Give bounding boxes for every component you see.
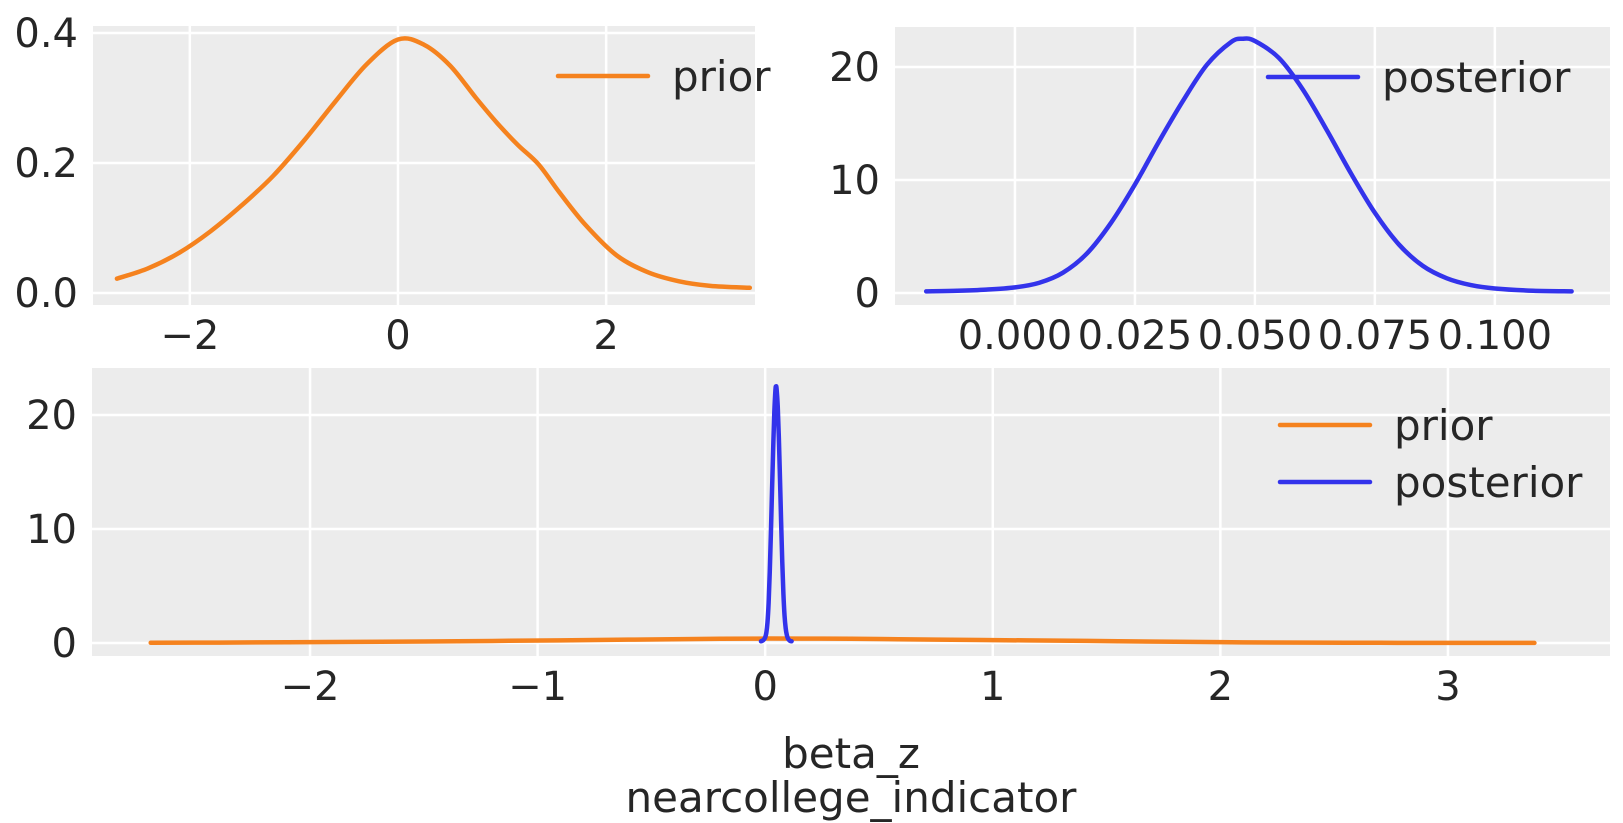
x-tick-label: 2 (1208, 664, 1233, 710)
x-tick-label: 0.075 (1318, 313, 1433, 359)
x-axis-label-line: nearcollege_indicator (626, 773, 1078, 822)
y-tick-label: 0 (855, 271, 880, 317)
x-tick-label: 0.000 (958, 313, 1073, 359)
x-tick-label: 3 (1435, 664, 1460, 710)
y-tick-label: 10 (26, 507, 77, 553)
axes-background-prior-posterior-overlay (92, 368, 1610, 656)
y-tick-label: 0.4 (14, 11, 78, 57)
y-tick-label: 10 (829, 158, 880, 204)
y-tick-label: 20 (829, 45, 880, 91)
x-tick-label: 2 (593, 313, 618, 359)
legend-label-posterior: posterior (1394, 458, 1583, 507)
density-curve-prior (114, 36, 753, 291)
y-tick-label: 0 (52, 621, 77, 667)
legend-label-prior: prior (672, 52, 771, 101)
x-tick-label: −2 (160, 313, 219, 359)
x-tick-label: 0.025 (1078, 313, 1193, 359)
legend-label-posterior: posterior (1382, 53, 1571, 102)
y-tick-label: 0.2 (14, 141, 78, 187)
x-tick-label: 0 (752, 664, 777, 710)
legend-label-prior: prior (1394, 401, 1493, 450)
y-tick-label: 0.0 (14, 271, 78, 317)
axes-background-prior-marginal (93, 26, 755, 305)
x-tick-label: 0 (385, 313, 410, 359)
x-tick-label: 1 (980, 664, 1005, 710)
density-curve-posterior (758, 384, 794, 644)
x-axis-label-line: beta_z (782, 729, 920, 778)
x-tick-label: −2 (281, 664, 340, 710)
x-tick-label: 0.100 (1438, 313, 1553, 359)
x-tick-label: 0.050 (1198, 313, 1313, 359)
x-tick-label: −1 (508, 664, 567, 710)
density-curve-prior (148, 636, 1537, 646)
density-curve-posterior (923, 36, 1574, 294)
y-tick-label: 20 (26, 393, 77, 439)
